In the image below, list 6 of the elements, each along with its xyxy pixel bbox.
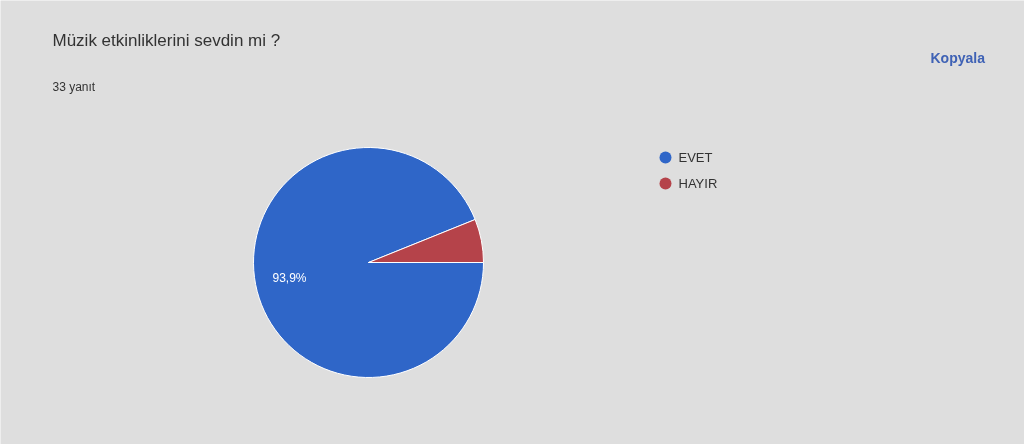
data-label: 93,9% — [272, 270, 307, 285]
text: Kopyala — [930, 49, 986, 66]
text: 33 yanıt — [52, 79, 96, 94]
chart-title: Müzik etkinliklerini sevdin mi ? — [52, 31, 281, 50]
legend-label: EVET — [678, 150, 713, 165]
legend-label: HAYIR — [678, 176, 718, 191]
